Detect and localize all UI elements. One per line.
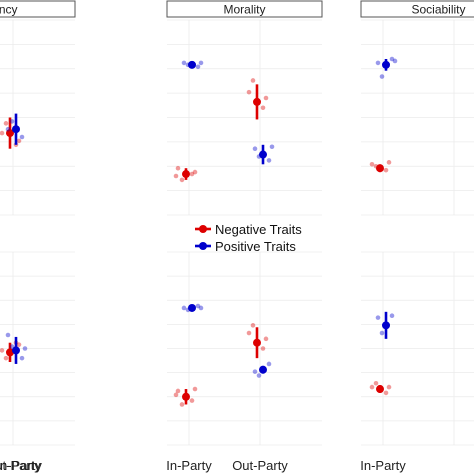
p5-out-party-negative-mean-point	[253, 338, 261, 347]
gridlines-agency-row-1	[0, 19, 75, 216]
p4-out-party-positive-point	[5, 332, 11, 338]
p6-in-party-positive-point	[389, 313, 395, 318]
p2-out-party-negative-point	[250, 78, 256, 83]
p6-in-party-negative-point	[373, 380, 379, 386]
p5-out-party-negative-point	[263, 336, 269, 342]
p2-in-party-negative-mean-point	[182, 170, 190, 179]
p4-out-party-negative-point	[16, 342, 22, 347]
p2-in-party-negative-point	[173, 173, 179, 179]
p5-in-party-positive-point	[195, 303, 201, 309]
p4-out-party-negative-mean-point	[6, 348, 14, 357]
legend: Negative Traits Positive Traits	[195, 222, 302, 254]
p2-out-party-positive-mean-point	[259, 150, 267, 159]
p3-in-party-positive-point	[392, 58, 398, 64]
gridlines-sociability-row-2	[361, 251, 474, 446]
p2-in-party-positive-point	[195, 64, 201, 70]
p2-in-party-negative-point	[189, 171, 195, 177]
p4-out-party-negative-point	[0, 348, 5, 353]
p1-out-party-negative-point	[16, 138, 22, 144]
facet-strip-agency	[0, 0, 76, 18]
legend-key-dot	[199, 225, 207, 233]
gridlines-agency-row-2	[0, 251, 75, 446]
p5-in-party-negative-point	[173, 392, 179, 398]
p5-out-party-positive-point	[256, 373, 262, 378]
p1-out-party-negative-mean-point	[6, 129, 14, 138]
p3-in-party-positive-point	[375, 60, 381, 66]
x-tick-label: Out-Party	[0, 458, 41, 473]
p4-out-party-positive-point	[22, 346, 28, 351]
p3-in-party-negative-point	[383, 167, 389, 173]
p4-out-party-positive-point	[19, 355, 25, 361]
p5-in-party-negative-point	[179, 402, 185, 407]
p2-out-party-negative-point	[246, 89, 252, 95]
p6-in-party-positive-point	[379, 330, 385, 336]
p5-out-party-negative-point	[250, 323, 256, 328]
p2-out-party-positive-point	[269, 144, 275, 150]
p2-out-party-negative-point	[260, 105, 266, 111]
p1-out-party-negative-point	[3, 121, 9, 126]
p2-in-party-negative-point	[179, 177, 185, 183]
p3-in-party-positive-point	[389, 56, 395, 62]
p2-out-party-negative-mean-point	[253, 97, 261, 106]
p6-in-party-positive-point	[375, 315, 381, 320]
gridlines-sociability-row-1	[361, 19, 474, 216]
gridlines-morality-row-1	[167, 19, 322, 216]
p6-in-party-negative-point	[386, 384, 392, 390]
p5-in-party-negative-point	[192, 386, 198, 392]
p3-in-party-negative-mean-point	[376, 164, 384, 173]
facet-strip-sociability	[360, 0, 474, 18]
p2-in-party-positive-mean-point	[188, 60, 196, 69]
p2-out-party-negative-point	[263, 95, 269, 101]
p3-in-party-negative-point	[369, 162, 375, 167]
p6-in-party-positive-mean-point	[382, 321, 390, 330]
x-tick-label: Out-Party	[232, 458, 288, 473]
facet-strip-morality	[166, 0, 323, 18]
p5-out-party-positive-mean-point	[259, 365, 267, 374]
p5-in-party-positive-point	[198, 305, 204, 311]
p2-in-party-positive-point	[181, 60, 187, 66]
p6-in-party-negative-mean-point	[376, 385, 384, 394]
p5-in-party-negative-mean-point	[182, 392, 190, 401]
p2-in-party-negative-point	[175, 165, 181, 171]
p3-in-party-negative-point	[386, 160, 392, 165]
p5-in-party-positive-point	[181, 305, 187, 311]
facet-label-morality: Morality	[223, 3, 265, 17]
facet-label-sociability: Sociability	[411, 3, 465, 17]
x-tick-label: In-Party	[360, 458, 406, 473]
legend-entry-label: Positive Traits	[215, 239, 296, 254]
p2-in-party-positive-point	[198, 60, 204, 66]
gridlines-morality-row-2	[167, 251, 322, 446]
p4-out-party-negative-point	[3, 355, 9, 361]
p3-in-party-positive-mean-point	[382, 60, 390, 69]
p1-out-party-positive-point	[9, 119, 15, 124]
p2-out-party-positive-point	[252, 146, 258, 151]
p2-out-party-positive-point	[266, 158, 272, 163]
p1-out-party-positive-point	[19, 134, 25, 140]
p5-in-party-positive-mean-point	[188, 303, 196, 312]
p1-out-party-positive-mean-point	[12, 125, 20, 134]
p5-in-party-negative-point	[175, 388, 181, 394]
p5-out-party-positive-point	[266, 361, 272, 367]
p6-in-party-negative-point	[383, 390, 389, 396]
x-tick-label: In-Party	[166, 458, 212, 473]
facet-label-agency: Agency	[0, 3, 18, 17]
p5-out-party-negative-point	[246, 330, 252, 336]
legend-key-dot	[199, 242, 207, 250]
p5-out-party-positive-point	[252, 369, 258, 374]
p4-out-party-positive-mean-point	[12, 346, 20, 355]
legend-entry-label: Negative Traits	[215, 222, 302, 237]
p5-in-party-negative-point	[189, 398, 195, 403]
p6-in-party-negative-point	[369, 384, 375, 390]
p5-out-party-negative-point	[260, 346, 266, 351]
x-tick-label: n-Party	[0, 458, 42, 473]
p1-out-party-negative-point	[0, 130, 5, 136]
p2-in-party-negative-point	[192, 169, 198, 175]
p3-in-party-positive-point	[379, 74, 385, 79]
p1-out-party-positive-point	[5, 126, 11, 132]
